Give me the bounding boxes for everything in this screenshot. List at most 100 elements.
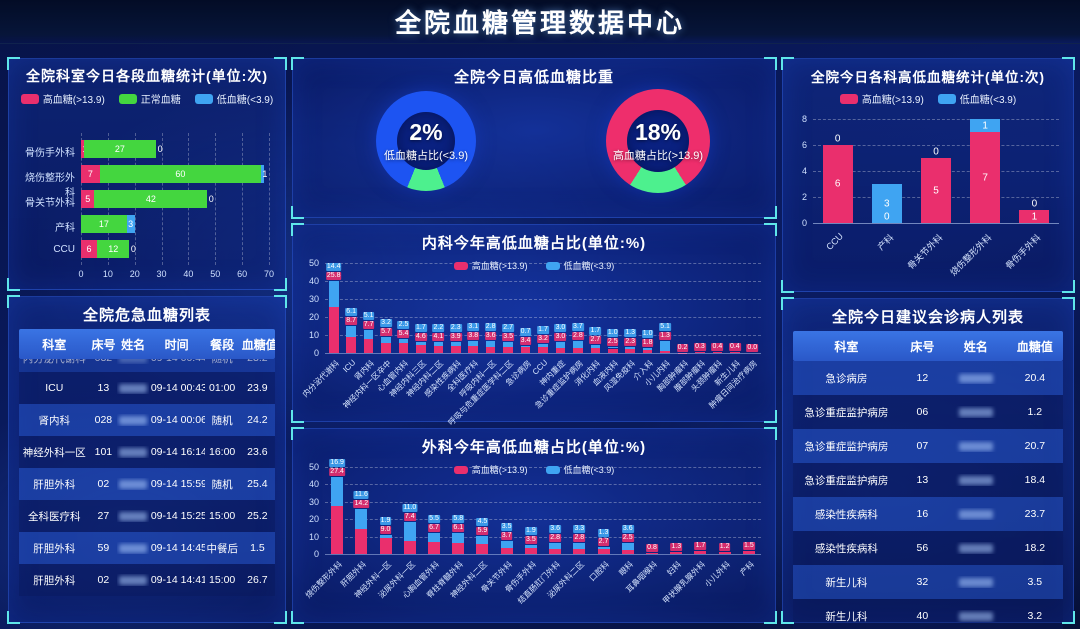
legend-label-low: 低血糖(<3.9) bbox=[959, 95, 1017, 106]
bar-segment-low bbox=[328, 280, 339, 307]
cell-name bbox=[117, 542, 149, 554]
name-redacted-blur bbox=[958, 373, 993, 383]
bar-value-label-high: 0.8 bbox=[646, 543, 658, 552]
bar-segment-low bbox=[590, 345, 601, 349]
table-cell: 15:00 bbox=[208, 510, 236, 522]
bar-segment-low bbox=[346, 326, 356, 338]
bar-value-label-low: 2.8 bbox=[484, 323, 497, 332]
bar-value-label-high: 9.0 bbox=[379, 526, 392, 535]
corner-bracket bbox=[764, 223, 777, 236]
bar-segment-low bbox=[573, 543, 586, 550]
bar-value-label-high: 2.7 bbox=[597, 538, 610, 547]
table-cell: 急诊重症监护病房 bbox=[804, 440, 889, 453]
y-gridline bbox=[325, 536, 761, 538]
bar-value-label-low: 3.7 bbox=[572, 323, 584, 332]
bar-segment-high bbox=[331, 506, 344, 554]
x-axis-tick-label: 10 bbox=[102, 269, 113, 279]
table-row: 肾内科 028 09-14 00:06 随机 24.2 bbox=[19, 404, 275, 436]
bar-value-label-high: 1.3 bbox=[659, 332, 671, 341]
table-cell: 02 bbox=[97, 574, 110, 586]
y-axis-tick-label: 20 bbox=[308, 312, 319, 322]
legend-item-low: 低血糖(<3.9) bbox=[545, 463, 614, 476]
page-title: 全院血糖管理数据中心 bbox=[394, 8, 685, 38]
dept-today-legend: 高血糖(>13.9) 正常血糖 低血糖(<3.9) bbox=[9, 91, 285, 106]
table-cell: 神经外科一区 bbox=[22, 446, 86, 459]
cell-name bbox=[945, 440, 1007, 452]
y-gridline bbox=[813, 145, 1059, 146]
consult-table-title: 全院今日建议会诊病人列表 bbox=[831, 309, 1024, 326]
legend-swatch-low bbox=[194, 93, 213, 104]
cell-name bbox=[117, 446, 149, 458]
table-cell: 23.9 bbox=[247, 382, 268, 394]
legend-item-low: 低血糖(<3.9) bbox=[194, 91, 273, 106]
bar-segment-low bbox=[428, 532, 440, 543]
bar-segment-high bbox=[1019, 210, 1050, 223]
bar-segment-high bbox=[822, 145, 853, 223]
bar-segment-low bbox=[500, 541, 513, 548]
bar-value-label-high: 0.2 bbox=[676, 343, 689, 352]
category-label: CCU bbox=[53, 244, 75, 255]
bar-value-label-low: 1.0 bbox=[606, 328, 619, 337]
y-axis-tick-label: 10 bbox=[308, 531, 319, 542]
name-redacted-blur bbox=[119, 447, 148, 457]
bar-value-label-high: 3.2 bbox=[537, 335, 549, 344]
consult-table: 科室 床号 姓名 血糖值 急诊病房 12 20.4 急诊重症监护病房 06 1.2 急诊重症监护病房… bbox=[793, 331, 1063, 629]
name-redacted-blur bbox=[119, 511, 148, 521]
legend-swatch-high bbox=[839, 93, 858, 104]
panel-dept-today: 全院科室今日各段血糖统计(单位:次) 高血糖(>13.9) 正常血糖 低血糖(<… bbox=[7, 57, 287, 291]
bar-segment-high bbox=[730, 352, 740, 353]
corner-bracket bbox=[1062, 280, 1075, 293]
bar-segment-low bbox=[573, 341, 583, 348]
bar-value-label-low: 4.5 bbox=[476, 517, 489, 526]
bar-segment-high bbox=[742, 551, 755, 554]
bar-segment-high bbox=[520, 346, 531, 353]
y-gridline bbox=[325, 519, 761, 521]
x-axis-line bbox=[813, 223, 1059, 224]
table-cell: 09-14 00:44 bbox=[149, 359, 205, 364]
bar-segment-low bbox=[468, 340, 479, 347]
bar-value-label: 12 bbox=[108, 244, 119, 254]
y-axis-tick-label: 8 bbox=[801, 114, 807, 124]
bar-value-label: 0 bbox=[933, 146, 939, 158]
bar-value-label-low: 5.5 bbox=[428, 514, 440, 523]
table-cell: 25.2 bbox=[247, 510, 268, 522]
bar-value-label-high: 1.7 bbox=[694, 542, 707, 551]
table-row: ICU 13 09-14 00:43 01:00 23.9 bbox=[19, 372, 275, 404]
high-glucose-caption: 高血糖占比(>13.9) bbox=[612, 150, 704, 162]
bar-segment-low bbox=[452, 533, 465, 544]
bar-value-label-high: 4.1 bbox=[432, 332, 445, 341]
bar-value-label-high: 1.3 bbox=[670, 542, 683, 551]
legend-item-high: 高血糖(>13.9) bbox=[453, 463, 528, 476]
bar-segment-low bbox=[555, 342, 566, 348]
bar-segment-low bbox=[597, 547, 610, 550]
bar-segment-high bbox=[379, 538, 392, 554]
bar-segment-high bbox=[621, 549, 634, 554]
table-row: 全科医疗科 27 09-14 15:25 15:00 25.2 bbox=[19, 500, 275, 532]
bar-segment-low bbox=[416, 341, 426, 345]
table-cell: 内分泌代谢科 bbox=[19, 359, 89, 366]
bar-segment-high bbox=[81, 140, 84, 158]
x-axis-tick-label: 30 bbox=[156, 269, 167, 279]
table-cell: 028 bbox=[94, 414, 113, 426]
table-cell: 09-14 00:43 bbox=[150, 382, 205, 394]
bar-value-label: 6 bbox=[86, 244, 92, 254]
x-axis-tick-label: 40 bbox=[183, 269, 194, 279]
x-gridline bbox=[269, 133, 270, 265]
table-cell: 32 bbox=[916, 576, 929, 588]
y-axis-tick-label: 30 bbox=[308, 294, 319, 304]
table-cell: 新生儿科 bbox=[825, 610, 868, 623]
bar-segment-normal bbox=[94, 190, 208, 208]
table-cell: 13 bbox=[97, 382, 110, 394]
bar-value-label-low: 1.3 bbox=[624, 328, 637, 337]
high-glucose-donut-text: 18% 高血糖占比(>13.9) bbox=[573, 119, 743, 163]
bar-value-label: 0 bbox=[1031, 198, 1038, 210]
bar-segment-low bbox=[485, 341, 496, 347]
bar-segment-high bbox=[642, 349, 653, 353]
bar-value-label-low: 3.6 bbox=[621, 525, 634, 534]
y-axis-tick-label: 0 bbox=[313, 348, 319, 358]
table-cell: 23.2 bbox=[240, 359, 275, 364]
bar-value-label-high: 0.0 bbox=[746, 344, 759, 352]
bar-segment-low bbox=[520, 345, 531, 347]
y-gridline bbox=[325, 281, 761, 282]
